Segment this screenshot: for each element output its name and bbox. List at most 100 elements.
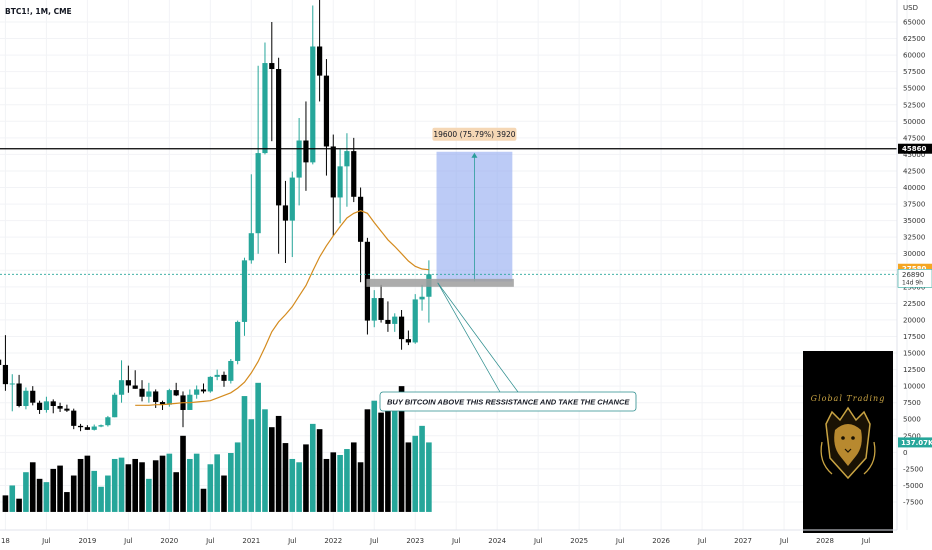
time-axis[interactable]: 18 Jul 2019 Jul 2020 Jul 2021 Jul 2022 Jul 2023 Jul… [1, 537, 870, 545]
volume-bar [105, 475, 111, 512]
volume-bar [323, 458, 330, 512]
volume-bar [405, 442, 412, 512]
volume-bar [255, 382, 261, 512]
candle-body [166, 390, 172, 405]
candle-body [50, 401, 56, 406]
price-axis-label: 45000 [903, 151, 925, 159]
time-axis-label: 2024 [488, 537, 506, 545]
time-axis-label: Jul [205, 537, 215, 545]
candle-body [173, 390, 179, 396]
volume-bar [36, 478, 43, 512]
price-axis-label: 17500 [903, 333, 925, 341]
time-axis-label: Jul [41, 537, 51, 545]
candle-body [43, 401, 50, 410]
price-axis-label: 55000 [903, 85, 925, 93]
price-axis-label: 30000 [903, 250, 925, 258]
candle-body [378, 298, 384, 320]
resistance-price-tag [898, 143, 932, 154]
price-axis-label: 62500 [903, 35, 925, 43]
candle-body [269, 63, 275, 70]
price-axis-label: 60000 [903, 52, 925, 60]
current-price-tag [897, 269, 932, 288]
candle-body [296, 140, 302, 178]
candle-body [146, 391, 152, 397]
candle-body [282, 205, 289, 221]
candle-body [412, 299, 418, 343]
callout[interactable]: BUY BITCOIN ABOVE THIS RESSISTANCE AND T… [379, 282, 637, 412]
volume-bar [378, 412, 384, 512]
price-axis-label: 20000 [903, 316, 925, 324]
ma-price-tag [898, 263, 932, 274]
volume-bar [16, 498, 22, 512]
candle-body [30, 390, 36, 403]
candle-body [105, 417, 111, 426]
volume-bar [350, 442, 357, 512]
candle-body [303, 140, 309, 163]
volume-bar [173, 472, 179, 512]
candle-body [241, 260, 248, 322]
volume-bar [2, 495, 9, 512]
price-axis-label: 40000 [903, 184, 925, 192]
price-axis-label: 7500 [903, 399, 921, 407]
candle-body [207, 376, 213, 392]
candle-body [419, 296, 425, 300]
candle-body [330, 146, 336, 198]
time-axis-label: Jul [369, 537, 379, 545]
volume-bar [180, 435, 186, 512]
volume-bar [125, 464, 132, 512]
volume-bar [23, 472, 29, 512]
countdown-tag-text: 14d 9h [902, 279, 923, 286]
volume-bar [412, 435, 419, 512]
volume-bar [289, 458, 296, 512]
candle-body [310, 46, 316, 163]
price-axis-label: 37500 [903, 201, 925, 209]
candle-body [221, 374, 227, 381]
price-axis-label: 35000 [903, 217, 925, 225]
price-axis-label: 5000 [903, 416, 921, 424]
volume-bar [70, 475, 77, 512]
candle-body [228, 360, 234, 381]
price-axis-label: 57500 [903, 68, 925, 76]
candle-body [2, 364, 9, 385]
candle-body [98, 425, 104, 427]
candle-body [351, 151, 357, 197]
time-axis-label: Jul [615, 537, 625, 545]
candle-body [112, 394, 118, 418]
moving-average-line [135, 210, 429, 406]
target-arrow-head [471, 152, 478, 158]
lion-crest-icon [820, 406, 876, 480]
price-axis-label: 32500 [903, 234, 925, 242]
volume-bar [262, 409, 268, 512]
volume-bar [248, 419, 255, 512]
candle-body [323, 75, 330, 147]
volume-bar [371, 400, 378, 512]
candles [0, 0, 432, 432]
price-axis-label: 65000 [903, 19, 925, 27]
volume-bar [200, 488, 207, 512]
callout-pointer [437, 282, 501, 393]
candle-body [317, 46, 323, 76]
candle-body [255, 153, 261, 234]
candle-body [71, 410, 77, 426]
time-axis-label: 2028 [816, 537, 834, 545]
volume-bars [2, 382, 432, 512]
volume-bar [269, 427, 275, 512]
volume-bar [84, 455, 91, 512]
support-band[interactable] [366, 278, 514, 287]
candle-body [398, 316, 405, 340]
volume-bar [9, 485, 16, 512]
callout-pointer [437, 282, 519, 393]
volume-bar [330, 452, 337, 512]
candle-body [371, 298, 377, 321]
price-axis[interactable]: USD 650006250060000575005500052500500004… [903, 4, 925, 507]
time-axis-label: Jul [697, 537, 707, 545]
volume-bar [228, 453, 234, 512]
volume-bar [364, 409, 371, 512]
symbol-title[interactable]: BTC1!, 1M, CME [5, 7, 72, 16]
candle-body [357, 196, 364, 242]
volume-bar [57, 465, 63, 512]
volume-bar [385, 402, 391, 512]
target-zone: 19600 (75.79%) 3920 [432, 127, 517, 282]
candle-body [118, 380, 125, 395]
